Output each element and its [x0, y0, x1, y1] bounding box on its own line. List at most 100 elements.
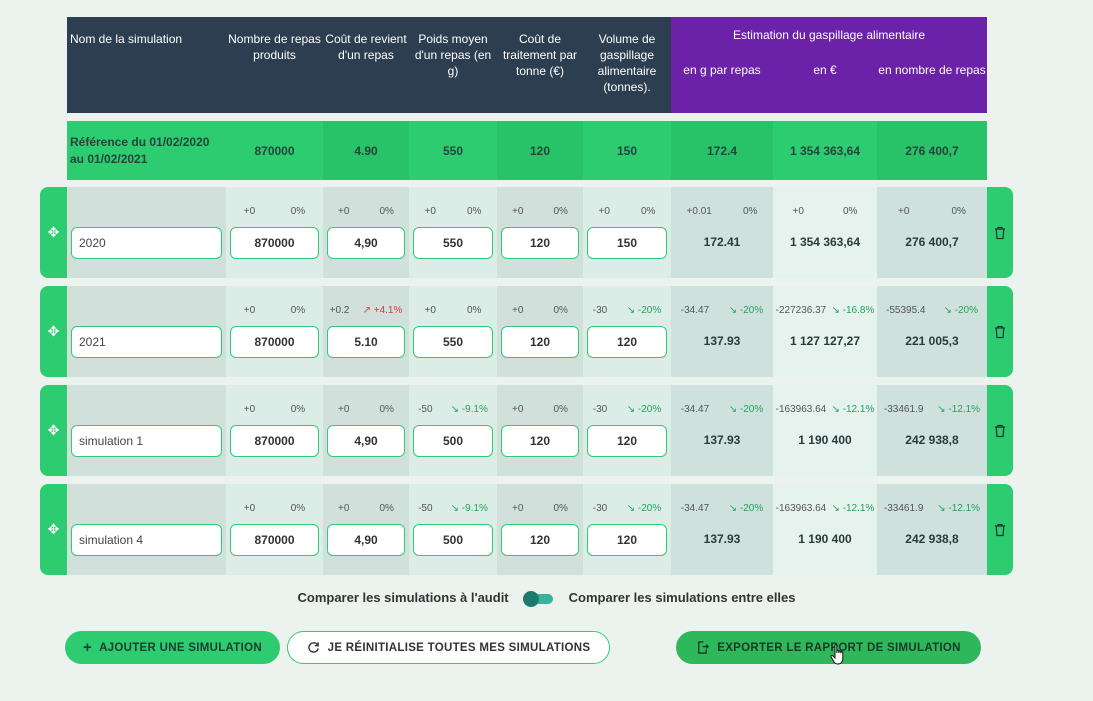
cell-poids: -50 ↘ -9.1% 500	[409, 484, 497, 575]
poids-input[interactable]: 500	[413, 425, 493, 457]
delta-value: +0	[792, 206, 804, 217]
repas-input[interactable]: 870000	[230, 227, 319, 259]
delete-row-button[interactable]	[987, 385, 1013, 476]
compare-toggle-switch[interactable]	[522, 590, 555, 607]
poids-input[interactable]: 550	[413, 227, 493, 259]
reference-eur: 1 354 363,64	[789, 143, 861, 158]
volume-input[interactable]: 120	[587, 326, 667, 358]
cell-repas: +0 0% 870000	[226, 385, 323, 476]
cout-input[interactable]: 5.10	[327, 326, 405, 358]
delta-line: -34.47 ↘ -20%	[671, 503, 773, 514]
delta-value: -34.47	[680, 503, 710, 514]
delta-value: +0	[424, 206, 436, 217]
delta-value: -33461.9	[883, 503, 924, 514]
cell-name: 2021	[67, 286, 226, 377]
reference-cout: 4.90	[323, 121, 409, 180]
delta-percent: 0%	[553, 305, 568, 316]
result-eur: 1 354 363,64	[789, 235, 861, 249]
cell-traitement: +0 0% 120	[497, 385, 583, 476]
simulation-name-input[interactable]: 2021	[71, 326, 222, 358]
delete-row-button[interactable]	[987, 484, 1013, 575]
cell-repas: +0 0% 870000	[226, 484, 323, 575]
result-g: 172.41	[703, 235, 741, 249]
delta-line: +0 0%	[323, 206, 409, 217]
delete-row-button[interactable]	[987, 187, 1013, 278]
simulation-name-input[interactable]: simulation 4	[71, 524, 222, 556]
delta-value: -30	[592, 404, 608, 415]
delta-percent: ↘ -12.1%	[937, 503, 981, 514]
delta-value: -163963.64	[775, 503, 827, 514]
repas-input[interactable]: 870000	[230, 524, 319, 556]
hand-cursor-icon	[829, 643, 847, 668]
cell-volume: +0 0% 150	[583, 187, 671, 278]
cell-nb: -33461.9 ↘ -12.1% 242 938,8	[877, 385, 987, 476]
simulation-name-input[interactable]: simulation 1	[71, 425, 222, 457]
delta-line: +0 0%	[497, 206, 583, 217]
simulation-name-input[interactable]: 2020	[71, 227, 222, 259]
repas-input[interactable]: 870000	[230, 425, 319, 457]
header-estimation: Estimation du gaspillage alimentaire en …	[671, 17, 987, 113]
delta-line: +0 0%	[409, 206, 497, 217]
delta-percent: ↘ -12.1%	[831, 404, 875, 415]
cell-g: -34.47 ↘ -20% 137.93	[671, 385, 773, 476]
delta-percent: 0%	[467, 305, 482, 316]
delta-value: +0	[898, 206, 910, 217]
result-eur: 1 190 400	[798, 433, 852, 447]
drag-handle-icon[interactable]: ✥	[40, 484, 67, 575]
result-g: 137.93	[703, 532, 741, 546]
delta-line: -33461.9 ↘ -12.1%	[877, 503, 987, 514]
traitement-input[interactable]: 120	[501, 227, 579, 259]
cell-eur: -163963.64 ↘ -12.1% 1 190 400	[773, 385, 877, 476]
add-simulation-button[interactable]: + AJOUTER UNE SIMULATION	[65, 631, 280, 664]
traitement-input[interactable]: 120	[501, 326, 579, 358]
toggle-knob	[522, 590, 539, 607]
cell-eur: +0 0% 1 354 363,64	[773, 187, 877, 278]
cell-g: -34.47 ↘ -20% 137.93	[671, 286, 773, 377]
cell-poids: -50 ↘ -9.1% 500	[409, 385, 497, 476]
cell-nb: -55395.4 ↘ -20% 221 005,3	[877, 286, 987, 377]
cout-input[interactable]: 4,90	[327, 524, 405, 556]
delta-line: +0 0%	[773, 206, 877, 217]
trash-icon	[994, 325, 1006, 339]
simulation-row: ✥ 2020 +0 0% 870000 +0 0% 4,90 +0 0% 550 +0 0% 120 +0 0…	[40, 187, 1013, 278]
delta-percent: ↘ -20%	[626, 305, 662, 316]
delta-line: -227236.37 ↘ -16.8%	[773, 305, 877, 316]
drag-handle-icon[interactable]: ✥	[40, 385, 67, 476]
poids-input[interactable]: 550	[413, 326, 493, 358]
delta-line: -163963.64 ↘ -12.1%	[773, 404, 877, 415]
header-g: en g par repas	[683, 63, 761, 77]
delta-line: -50 ↘ -9.1%	[409, 503, 497, 514]
reset-simulations-button[interactable]: JE RÉINITIALISE TOUTES MES SIMULATIONS	[287, 631, 610, 664]
simulation-row: ✥ simulation 1 +0 0% 870000 +0 0% 4,90 -50 ↘ -9.1…	[40, 385, 1013, 476]
delta-line: +0 0%	[226, 404, 323, 415]
delta-line: +0 0%	[226, 305, 323, 316]
export-report-button[interactable]: EXPORTER LE RAPPORT DE SIMULATION	[676, 631, 981, 664]
result-g: 137.93	[703, 433, 741, 447]
reference-poids: 550	[442, 143, 464, 158]
delta-value: +0	[512, 305, 524, 316]
repas-input[interactable]: 870000	[230, 326, 319, 358]
cell-poids: +0 0% 550	[409, 187, 497, 278]
refresh-icon	[307, 641, 320, 654]
volume-input[interactable]: 150	[587, 227, 667, 259]
traitement-input[interactable]: 120	[501, 524, 579, 556]
volume-input[interactable]: 120	[587, 425, 667, 457]
table-header: Nom de la simulation Nombre de repas pro…	[67, 17, 987, 113]
cell-nb: +0 0% 276 400,7	[877, 187, 987, 278]
cout-input[interactable]: 4,90	[327, 425, 405, 457]
traitement-input[interactable]: 120	[501, 425, 579, 457]
delete-row-button[interactable]	[987, 286, 1013, 377]
poids-input[interactable]: 500	[413, 524, 493, 556]
cell-cout: +0.2 ↗ +4.1% 5.10	[323, 286, 409, 377]
header-name: Nom de la simulation	[67, 17, 226, 113]
delta-line: -30 ↘ -20%	[583, 305, 671, 316]
reference-g: 172.4	[671, 121, 773, 180]
drag-handle-icon[interactable]: ✥	[40, 286, 67, 377]
cout-input[interactable]: 4,90	[327, 227, 405, 259]
result-nb: 221 005,3	[905, 334, 959, 348]
volume-input[interactable]: 120	[587, 524, 667, 556]
export-report-label: EXPORTER LE RAPPORT DE SIMULATION	[717, 641, 961, 654]
drag-handle-icon[interactable]: ✥	[40, 187, 67, 278]
delta-value: +0	[598, 206, 610, 217]
delta-percent: 0%	[553, 206, 568, 217]
